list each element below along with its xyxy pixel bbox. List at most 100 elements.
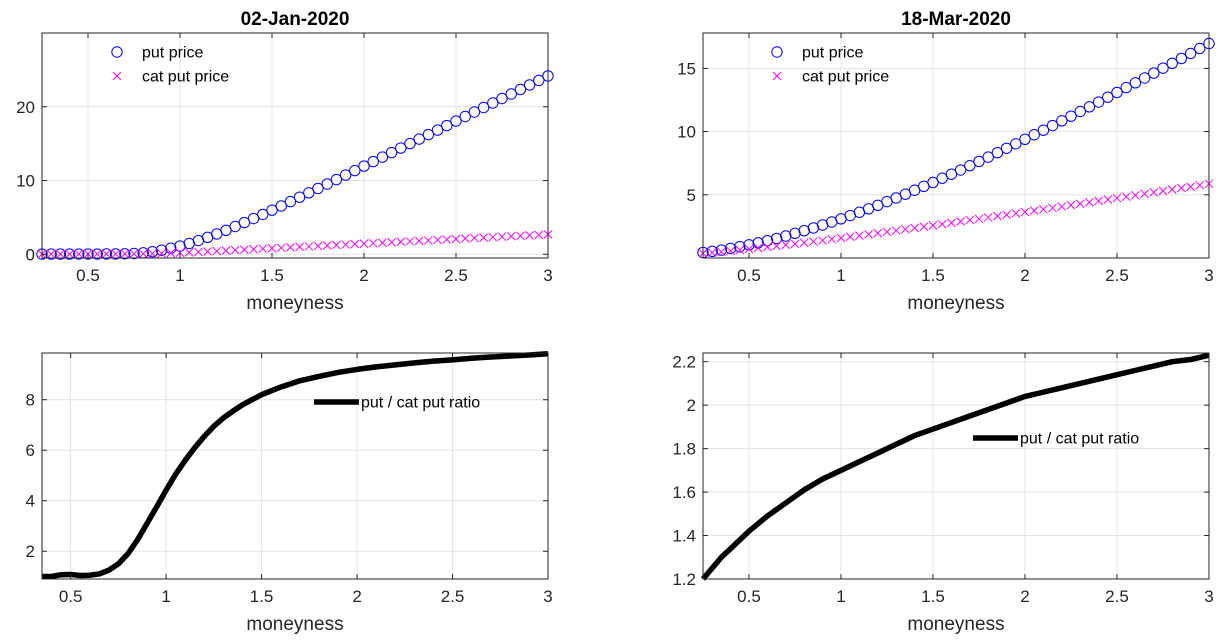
- data-point-cross: [212, 246, 222, 256]
- y-tick-label: 15: [677, 59, 696, 78]
- y-tick-label: 2: [687, 396, 696, 415]
- data-point-cross: [387, 237, 396, 247]
- data-point-cross: [203, 247, 212, 256]
- y-tick-label: 8: [26, 391, 35, 410]
- data-point-cross: [414, 236, 424, 246]
- data-point-circle: [1111, 86, 1123, 99]
- x-axis-label: moneyness: [907, 614, 1004, 635]
- data-point-cross: [1186, 182, 1195, 192]
- data-point-circle: [275, 200, 287, 212]
- data-point-cross: [799, 238, 809, 248]
- legend: put / cat put ratio: [314, 395, 480, 412]
- data-point-cross: [378, 238, 387, 248]
- data-point-cross: [276, 243, 286, 253]
- data-point-circle: [1028, 129, 1040, 141]
- data-point-cross: [983, 213, 993, 222]
- data-point-cross: [1048, 203, 1057, 213]
- data-point-circle: [487, 97, 499, 109]
- axes-frame: [702, 352, 1210, 580]
- data-point-circle: [468, 106, 481, 118]
- legend-label: put / cat put ratio: [361, 395, 480, 412]
- legend-swatch-circle: [111, 46, 123, 58]
- data-point-circle: [257, 208, 269, 221]
- data-point-cross: [405, 236, 415, 246]
- y-tick-label: 10: [16, 172, 35, 191]
- x-tick-label: 2.5: [441, 587, 465, 606]
- data-point-circle: [954, 164, 967, 176]
- data-point-cross: [129, 249, 139, 259]
- x-tick-label: 0.5: [59, 587, 83, 606]
- data-point-cross: [322, 241, 332, 250]
- data-point-cross: [1075, 199, 1085, 209]
- data-point-cross: [1103, 195, 1113, 204]
- data-point-cross: [772, 241, 781, 251]
- data-point-cross: [1066, 200, 1076, 210]
- data-point-cross: [65, 249, 74, 259]
- data-point-cross: [873, 228, 883, 238]
- x-tick-label: 0.5: [76, 266, 100, 285]
- chart-title: 18-Mar-2020: [901, 9, 1011, 30]
- x-tick-label: 2.5: [1105, 587, 1129, 606]
- series-group: [700, 352, 1210, 581]
- data-point-cross: [1057, 202, 1067, 211]
- legend-label: cat put price: [142, 69, 229, 86]
- data-point-circle: [431, 124, 444, 136]
- data-point-cross: [836, 233, 846, 243]
- data-point-cross: [368, 238, 378, 248]
- data-point-cross: [295, 242, 304, 252]
- x-tick-label: 2: [359, 266, 368, 285]
- data-point-cross: [120, 249, 130, 259]
- chart-ratio-mar: 0.5 1 1.5 2 2.5 3 1.2 1.4 1.6 1.8 2 2.2 moneyness put…: [672, 352, 1214, 635]
- data-point-cross: [424, 236, 433, 245]
- x-tick-label: 1.5: [250, 587, 274, 606]
- data-point-cross: [781, 240, 791, 250]
- data-point-cross: [332, 240, 341, 250]
- data-point-cross: [1085, 197, 1094, 207]
- data-point-cross: [1167, 185, 1177, 194]
- data-point-cross: [827, 234, 837, 244]
- data-point-circle: [734, 241, 746, 253]
- data-point-circle: [1194, 42, 1206, 55]
- data-point-cross: [1094, 196, 1103, 206]
- x-tick-label: 2: [1020, 266, 1029, 285]
- x-tick-label: 1: [836, 266, 845, 285]
- x-tick-label: 0.5: [737, 587, 761, 606]
- data-point-cross: [1029, 206, 1039, 215]
- axes-frame: [41, 352, 549, 580]
- plot-area: [703, 353, 1209, 579]
- data-point-circle: [146, 246, 159, 258]
- data-point-circle: [1129, 77, 1142, 89]
- plot-area: [42, 33, 548, 258]
- data-point-circle: [91, 248, 103, 260]
- data-point-circle: [266, 204, 278, 216]
- data-point-cross: [497, 232, 507, 242]
- data-point-circle: [1175, 52, 1188, 65]
- x-tick-label: 3: [1204, 266, 1213, 285]
- data-point-circle: [1000, 142, 1013, 154]
- data-point-cross: [707, 248, 717, 257]
- y-tick-label: 10: [677, 123, 696, 142]
- data-point-cross: [221, 246, 231, 255]
- x-tick-label: 2: [352, 587, 361, 606]
- data-point-cross: [855, 231, 864, 240]
- data-point-cross: [1149, 188, 1159, 197]
- data-point-cross: [56, 249, 65, 259]
- data-point-circle: [358, 160, 370, 172]
- data-point-cross: [790, 239, 800, 249]
- data-point-cross: [442, 235, 452, 244]
- x-tick-label: 1: [175, 266, 184, 285]
- data-point-cross: [919, 222, 929, 232]
- data-point-circle: [1074, 105, 1086, 118]
- data-point-circle: [413, 133, 425, 145]
- data-point-circle: [770, 232, 783, 245]
- x-tick-label: 1.5: [921, 266, 945, 285]
- data-point-circle: [761, 234, 774, 247]
- data-point-circle: [119, 248, 131, 260]
- y-tick-label: 1.4: [672, 527, 696, 546]
- data-point-cross: [763, 242, 772, 252]
- data-point-cross: [845, 232, 855, 242]
- x-axis-label: moneyness: [246, 293, 343, 314]
- y-tick-label: 6: [26, 441, 35, 460]
- data-point-circle: [514, 83, 527, 96]
- data-point-circle: [991, 147, 1004, 159]
